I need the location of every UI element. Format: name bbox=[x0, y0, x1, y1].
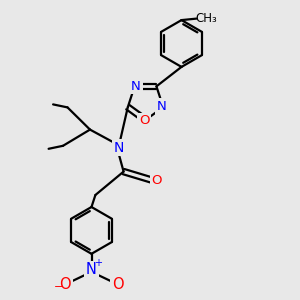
Text: N: N bbox=[86, 262, 97, 278]
Text: O: O bbox=[152, 173, 162, 187]
Text: O: O bbox=[60, 277, 71, 292]
Text: O: O bbox=[139, 114, 149, 127]
Text: N: N bbox=[113, 141, 124, 154]
Text: −: − bbox=[54, 282, 64, 292]
Text: N: N bbox=[131, 80, 141, 93]
Text: N: N bbox=[157, 100, 166, 113]
Text: +: + bbox=[94, 258, 102, 268]
Text: CH₃: CH₃ bbox=[195, 12, 217, 25]
Text: O: O bbox=[112, 277, 123, 292]
